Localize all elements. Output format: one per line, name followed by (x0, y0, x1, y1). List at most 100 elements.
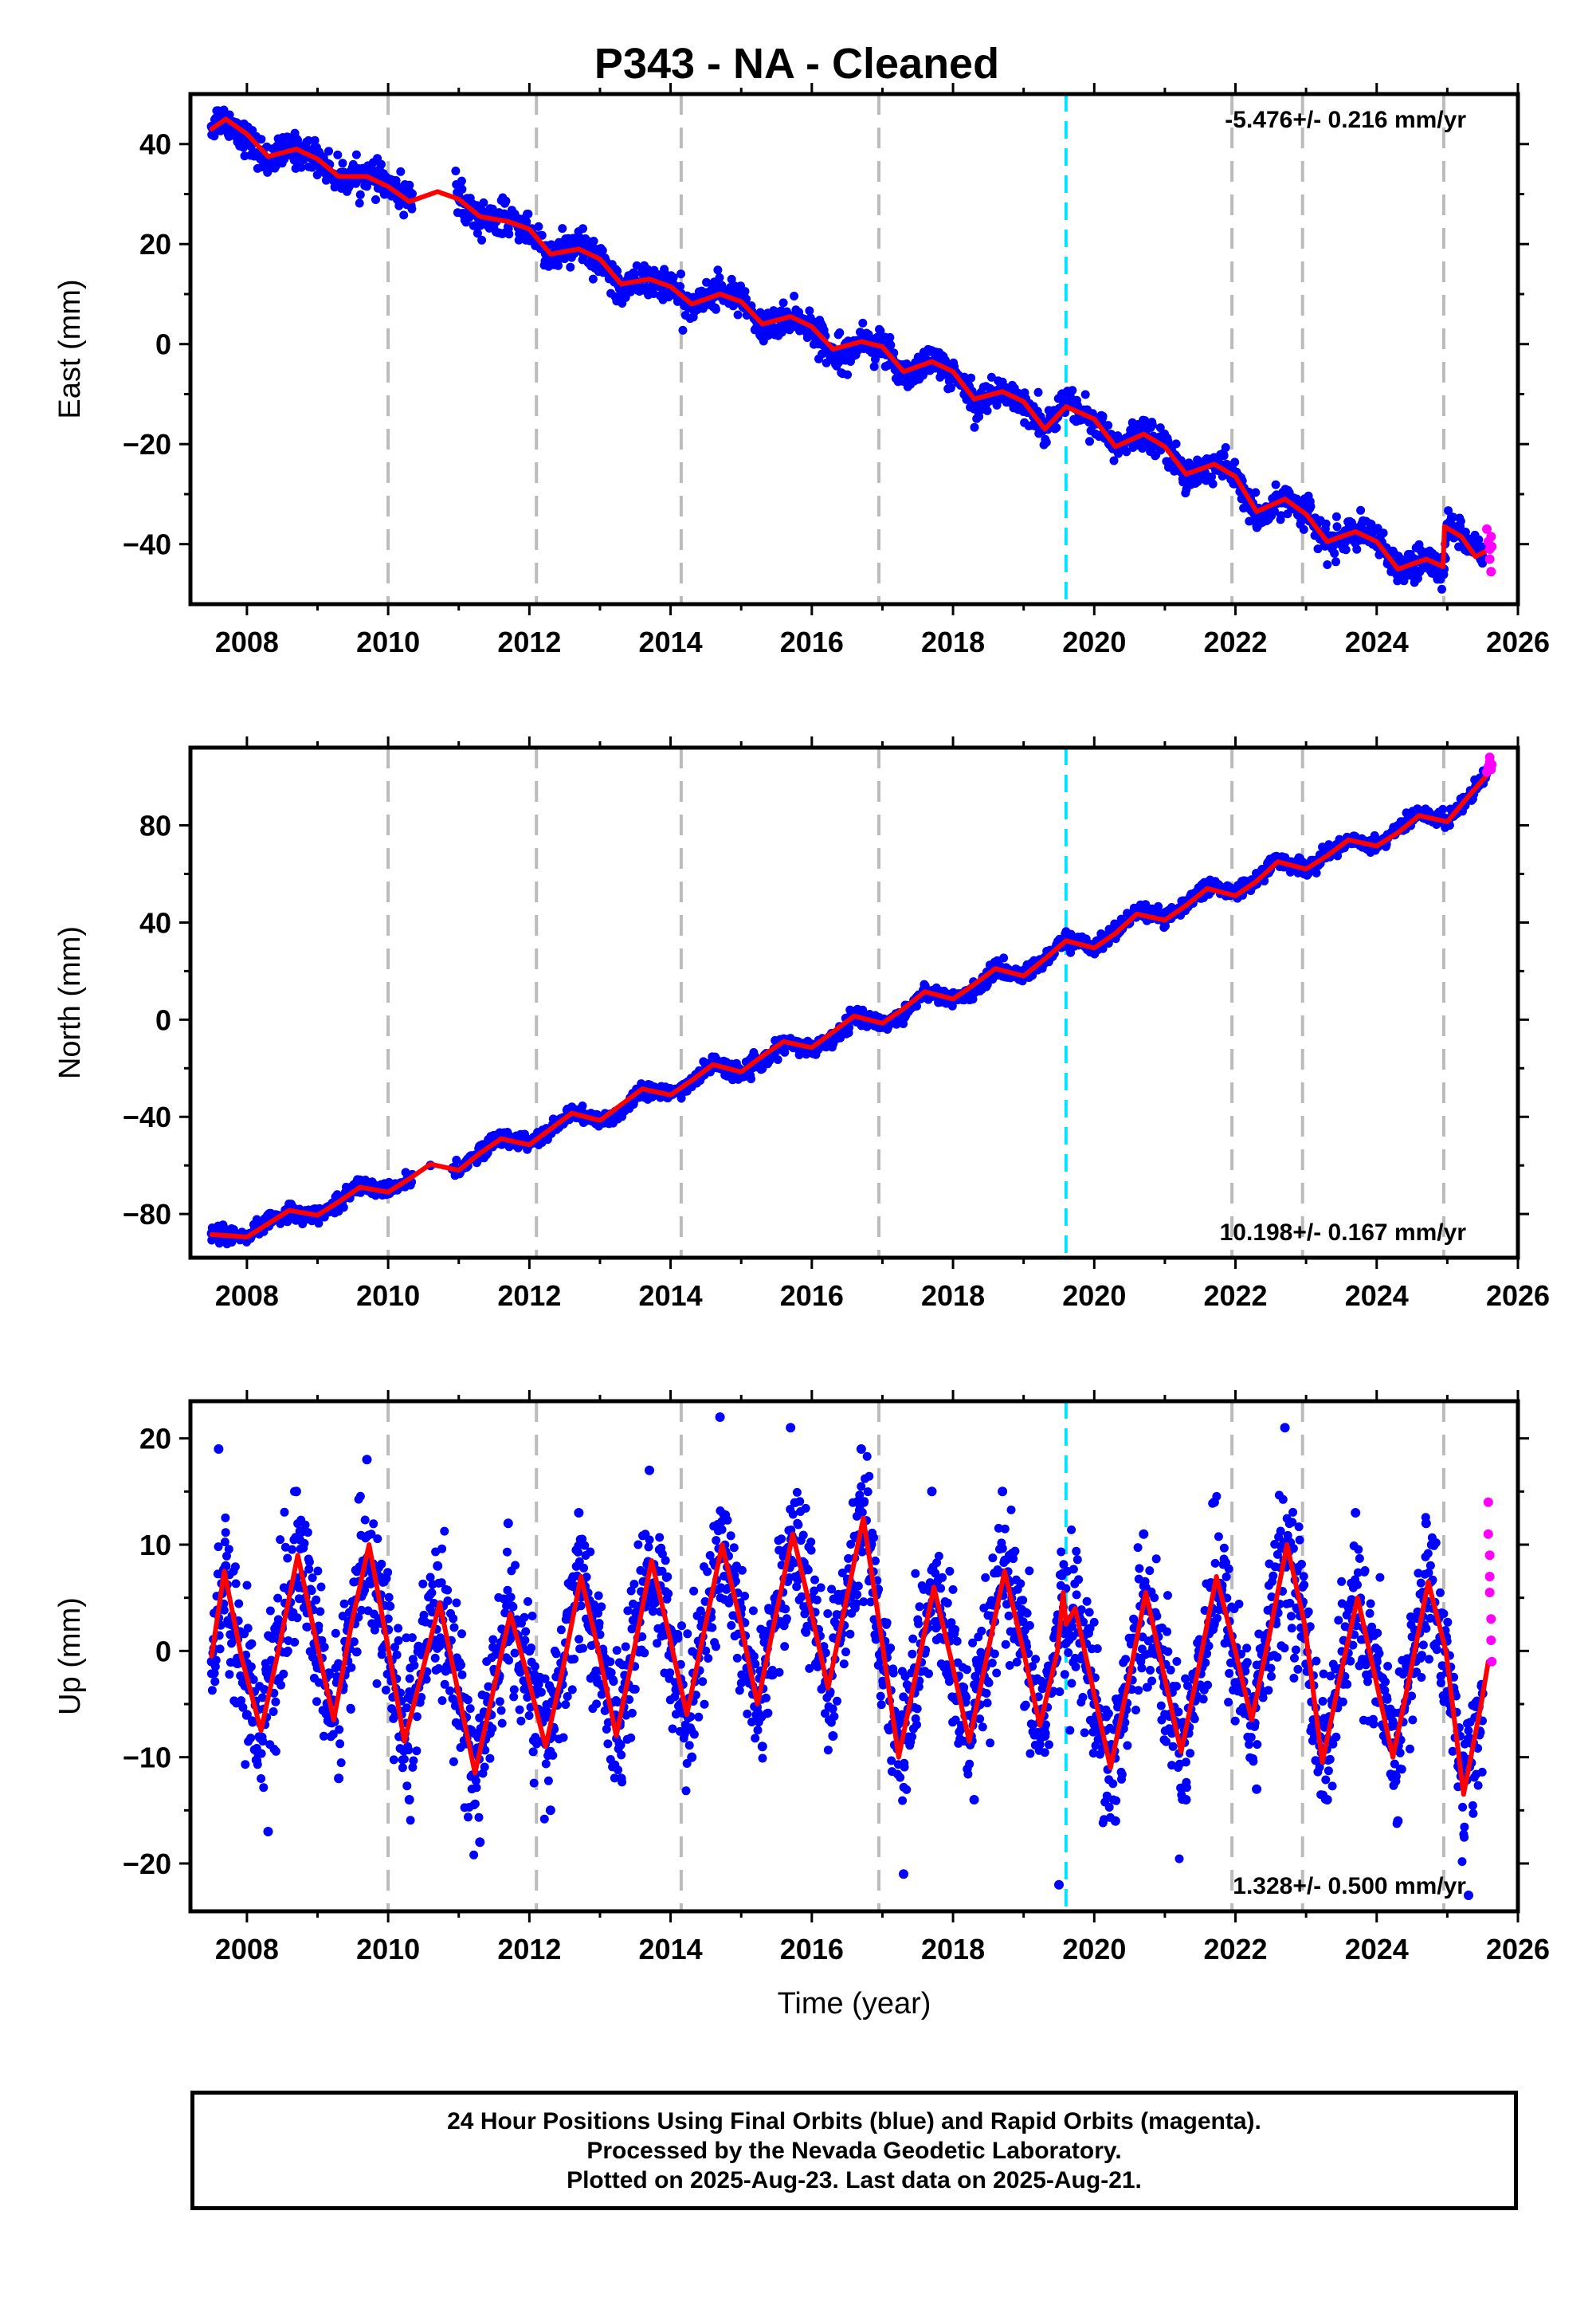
up-final-point (449, 1614, 458, 1624)
up-final-point (582, 1573, 591, 1582)
up-final-point (576, 1601, 586, 1611)
up-final-point (434, 1663, 444, 1673)
east-final-point (1033, 387, 1043, 397)
north-y-tick-label: 0 (155, 1003, 171, 1036)
north-final-point-27 (828, 1034, 838, 1044)
north-final-point (1312, 868, 1321, 878)
east-final-point (333, 150, 343, 159)
up-final-point (257, 1693, 267, 1702)
up-final-point (541, 1759, 551, 1769)
up-final-point (331, 1628, 340, 1638)
up-final-point (248, 1718, 257, 1727)
east-final-point (1299, 524, 1308, 534)
up-final-point (437, 1578, 446, 1588)
east-final-point (396, 167, 406, 176)
east-final-point (1356, 505, 1366, 515)
up-final-point (561, 1700, 571, 1710)
east-final-point (355, 198, 364, 208)
east-final-point (1378, 528, 1388, 538)
east-final-point (715, 273, 724, 282)
up-final-point (540, 1674, 550, 1683)
east-final-point (790, 292, 799, 300)
north-y-tick-label: −40 (123, 1101, 171, 1133)
up-final-point (383, 1614, 393, 1624)
up-final-point (443, 1596, 453, 1605)
east-final-point (224, 132, 233, 141)
up-final-point (488, 1724, 497, 1734)
up-final-point (594, 1619, 604, 1628)
east-final-point (885, 332, 895, 342)
north-x-tick-label: 2020 (1062, 1279, 1126, 1312)
east-final-point (858, 318, 868, 328)
east-final-point (678, 325, 688, 335)
up-final-orbits-cloud (206, 1412, 1488, 1900)
north-y-tick-label: 40 (139, 906, 171, 939)
up-final-point (457, 1660, 466, 1670)
up-final-point (529, 1778, 539, 1788)
east-final-point (566, 262, 575, 272)
north-x-tick-label: 2016 (780, 1279, 844, 1312)
north-final-point (1438, 804, 1448, 814)
east-final-point (355, 190, 365, 199)
up-final-point (394, 1624, 403, 1633)
east-final-point (589, 237, 598, 245)
east-final-point (1085, 437, 1094, 446)
up-final-point (346, 1705, 355, 1714)
up-final-point (316, 1607, 325, 1616)
up-final-point (214, 1542, 223, 1552)
east-rapid-point-3 (1484, 554, 1495, 564)
up-final-point (336, 1758, 346, 1768)
east-rapid-point-5 (1486, 532, 1496, 542)
east-final-point (733, 310, 743, 320)
up-final-point (221, 1513, 230, 1522)
up-final-point (449, 1757, 458, 1766)
east-final-point (1041, 438, 1051, 447)
up-final-point (437, 1696, 447, 1706)
up-final-point (253, 1760, 262, 1769)
up-final-point (449, 1623, 459, 1632)
east-y-tick-label: −40 (123, 528, 171, 561)
east-final-point (451, 167, 461, 175)
up-final-point (422, 1675, 431, 1684)
north-final-point-24 (757, 1058, 767, 1069)
east-final-point (479, 198, 488, 207)
up-final-point (595, 1630, 605, 1640)
up-final-point (242, 1581, 252, 1590)
north-final-point-18 (616, 1107, 626, 1117)
up-final-point (440, 1679, 449, 1689)
east-final-point (407, 204, 417, 214)
up-final-point (347, 1663, 356, 1672)
up-final-point (220, 1537, 229, 1547)
east-x-tick-label: 2018 (921, 626, 985, 658)
east-final-point (477, 235, 487, 245)
east-final-point (876, 326, 885, 336)
up-final-point (521, 1627, 531, 1636)
east-final-point-27 (828, 349, 838, 359)
up-final-point (504, 1655, 514, 1665)
up-final-point (335, 1725, 344, 1734)
north-final-point (314, 1219, 324, 1228)
up-final-point (520, 1636, 530, 1645)
up-final-point (606, 1657, 615, 1667)
up-final-point (536, 1687, 546, 1697)
up-panel: 2008 2010 2012 2014 2016 2018 2020 2022 2024 2026… (53, 1390, 1550, 2020)
east-final-point (1052, 423, 1061, 433)
up-final-point (523, 1693, 532, 1702)
up-final-point (210, 1677, 220, 1687)
east-final-point (457, 185, 467, 194)
up-final-point (280, 1507, 289, 1517)
up-final-point (296, 1528, 306, 1537)
up-final-point (312, 1595, 321, 1604)
east-final-point (1171, 439, 1181, 449)
plot-panels: 2008 2010 2012 2014 2016 2018 2020 2022 2024 2026… (53, 83, 1550, 2020)
up-final-point (402, 1703, 412, 1713)
up-final-point (283, 1647, 292, 1655)
up-final-point (234, 1599, 244, 1608)
north-final-point (452, 1156, 461, 1164)
east-final-point (351, 150, 361, 159)
east-final-point (970, 422, 979, 432)
chart-title: P343 - NA - Cleaned (594, 40, 999, 88)
up-final-point (377, 1559, 386, 1569)
up-final-point (241, 1760, 250, 1769)
up-final-point (488, 1635, 498, 1644)
